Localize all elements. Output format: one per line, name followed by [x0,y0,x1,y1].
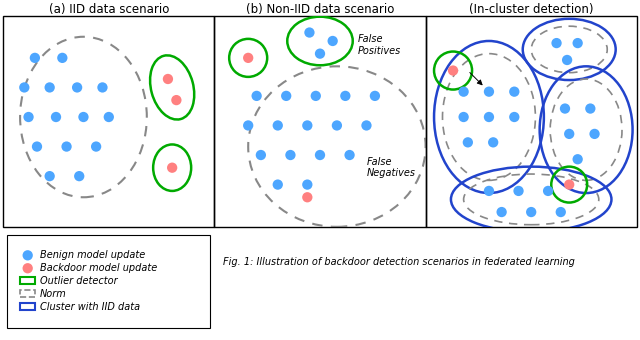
Point [19,85,29,90]
Point [573,156,583,162]
Point [30,55,40,61]
Point [560,106,570,111]
Point [484,114,494,120]
Point [243,55,253,61]
Point [97,85,108,90]
Point [302,123,312,128]
Point [509,114,520,120]
Text: Fig. 1: Illustration of backdoor detection scenarios in federated learning: Fig. 1: Illustration of backdoor detecti… [223,257,575,268]
Point [458,114,468,120]
Point [163,76,173,82]
Point [362,123,372,128]
Point [564,182,574,187]
Point [256,152,266,158]
Point [484,188,494,194]
Point [45,85,55,90]
Title: (b) Non-IID data scenario: (b) Non-IID data scenario [246,3,394,16]
Point [57,55,67,61]
Text: False
Negatives: False Negatives [367,157,415,178]
Point [526,209,536,215]
Point [344,152,355,158]
Point [310,93,321,99]
Point [488,140,499,145]
Point [24,114,34,120]
Point [513,188,524,194]
Point [243,123,253,128]
Point [167,165,177,170]
Point [74,173,84,179]
Point [285,152,296,158]
Point [61,144,72,149]
Point [51,114,61,120]
Point [32,144,42,149]
Point [45,173,55,179]
Point [305,30,315,35]
Point [340,93,351,99]
Point [302,194,312,200]
Point [315,51,325,56]
Point [552,40,562,46]
Point [564,131,574,137]
Point [91,144,101,149]
Point [332,123,342,128]
Point [273,182,283,187]
Legend: Benign model update, Backdoor model update, Outlier detector, Norm, Cluster with: Benign model update, Backdoor model upda… [17,246,161,316]
Point [585,106,595,111]
Point [104,114,114,120]
Point [484,89,494,95]
Point [509,89,520,95]
Point [273,123,283,128]
Point [562,57,572,63]
Point [281,93,291,99]
Point [463,140,473,145]
Point [448,68,458,73]
Point [302,182,312,187]
Point [370,93,380,99]
Title: (a) IID data scenario: (a) IID data scenario [49,3,169,16]
Point [315,152,325,158]
Text: False
Positives: False Positives [358,34,401,56]
Point [78,114,88,120]
Point [543,188,553,194]
Point [573,40,583,46]
Point [252,93,262,99]
Point [172,97,182,103]
Point [328,38,338,44]
Point [556,209,566,215]
Title: (c) Non-IID data scenario
(In-cluster detection): (c) Non-IID data scenario (In-cluster de… [458,0,605,16]
Point [458,89,468,95]
Point [589,131,600,137]
Point [72,85,82,90]
Point [497,209,507,215]
